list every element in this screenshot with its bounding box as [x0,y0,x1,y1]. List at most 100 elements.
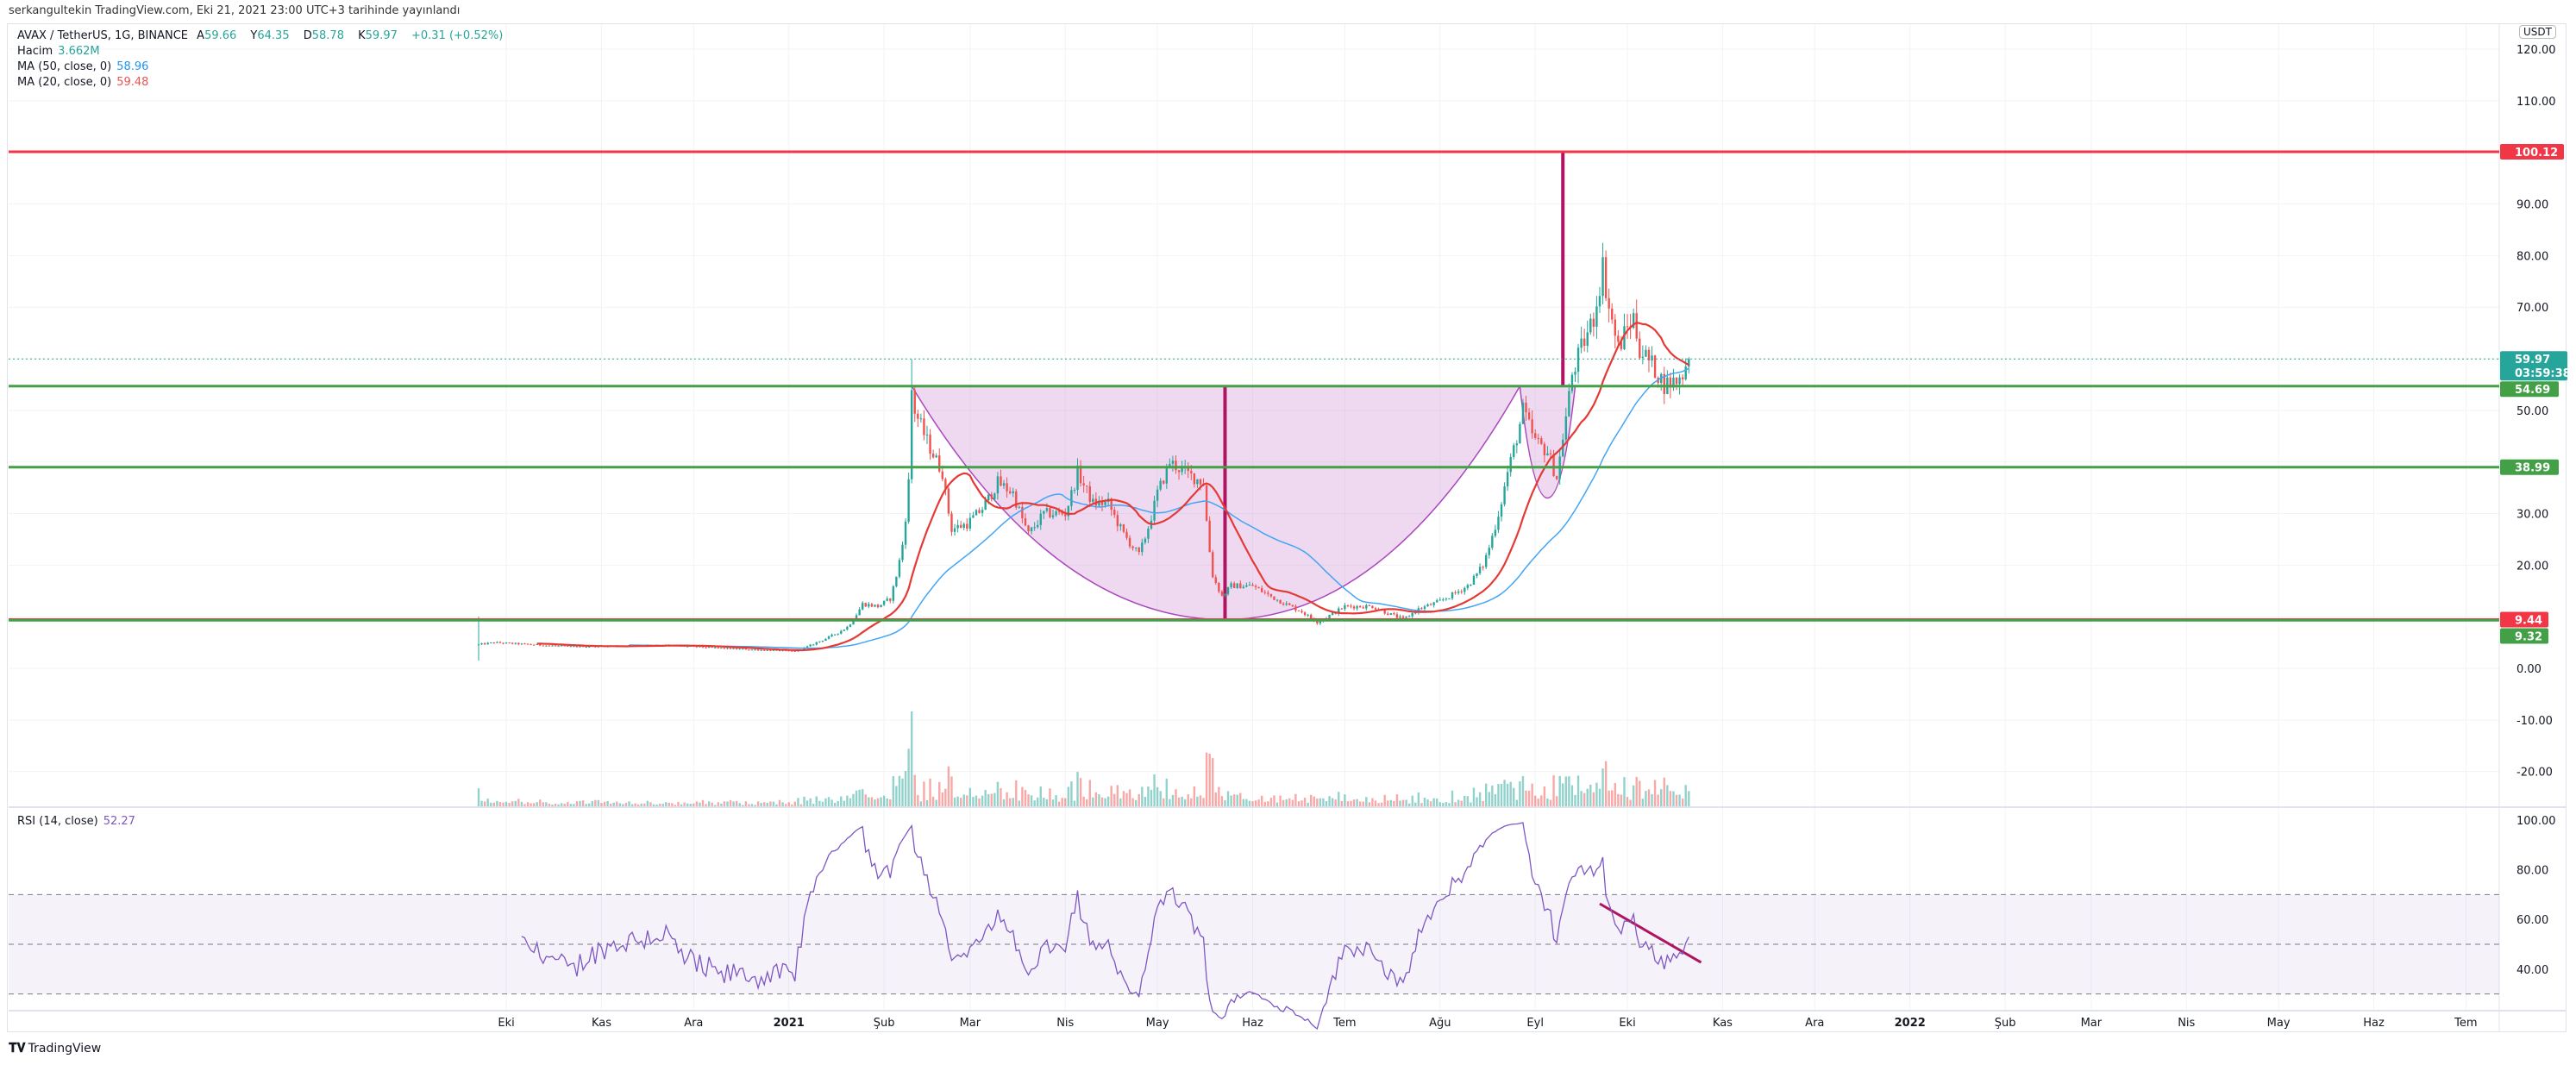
time-tick-label: Kas [1713,1017,1733,1030]
volume-bar [1371,798,1374,806]
candle-body [1454,592,1457,593]
ma50-line[interactable] [629,367,1689,649]
volume-bar [1134,799,1138,806]
volume-bar [1153,774,1156,806]
volume-bar [910,711,913,806]
candle-body [1303,612,1307,616]
volume-legend[interactable]: Hacim 3.662M [17,45,105,58]
volume-bar [1580,791,1583,806]
volume-bar [1601,768,1604,806]
candle-body [1212,552,1214,578]
time-tick-label: Kas [592,1017,611,1030]
volume-bar [1420,803,1423,806]
volume-bar [1344,794,1346,806]
candle-body [849,624,852,627]
volume-bar [972,797,975,806]
volume-bar [603,801,606,806]
volume-bar [849,798,852,806]
candle-body [1021,506,1024,519]
volume-value: 3.662M [58,45,100,58]
rsi-trendline[interactable] [1599,902,1702,964]
candle-body [1199,479,1202,485]
volume-bar [729,799,732,806]
volume-bar [1598,788,1601,806]
volume-bar [1405,799,1407,806]
volume-bar [1503,780,1506,806]
handle-shape[interactable] [1519,385,1576,499]
candle-body [935,455,937,458]
volume-bar [775,804,778,806]
candle-body [1463,587,1466,592]
candle-body [1688,359,1690,367]
candle-body [1049,508,1051,517]
candle-body [1521,402,1525,424]
volume-bar [701,799,705,806]
candle-body [784,650,787,652]
candle-body [1401,616,1405,618]
candle-body [901,544,904,561]
tradingview-logo[interactable]: 𝐓𝐕 TradingView [9,1040,101,1056]
ma20-label: MA (20, close, 0) [17,76,112,89]
candle-body [1647,349,1651,361]
candle-body [950,513,953,532]
candle-body [1113,510,1116,516]
candle-body [1519,423,1521,444]
candle-body [1110,498,1113,511]
rsi-legend[interactable]: RSI (14, close) 52.27 [17,815,141,828]
ma20-legend[interactable]: MA (20, close, 0) 59.48 [17,76,154,89]
volume-label: Hacim [17,45,53,58]
volume-bar [1470,802,1472,806]
volume-bar [1008,798,1012,806]
volume-bar [542,802,544,806]
candle-body [1267,592,1269,594]
ma20-line[interactable] [536,322,1689,652]
volume-bar [1356,799,1358,806]
candle-body [1344,605,1346,610]
symbol-name[interactable]: AVAX / TetherUS, 1G, BINANCE [17,29,189,42]
volume-bar [628,801,630,806]
volume-bar [1639,780,1641,806]
candle-body [480,643,483,645]
candle-body [1251,584,1254,586]
volume-bar [1012,798,1014,806]
candle-body [1478,567,1482,573]
volume-bar [569,804,573,806]
candle-body [1079,465,1082,484]
volume-bar [1583,792,1586,806]
candle-body [1653,355,1657,379]
candle-body [1420,608,1423,610]
currency-unit-button[interactable]: USDT [2519,25,2556,39]
volume-bar [1061,798,1063,806]
candle-body [1027,525,1030,532]
candle-body [868,604,870,607]
candle-body [1574,372,1576,375]
rsi-line[interactable] [521,822,1689,1031]
volume-bar [742,805,744,806]
candle-body [1193,473,1196,485]
candle-body [882,600,886,605]
volume-bar [1438,802,1441,806]
candle-body [1583,338,1586,346]
volume-bar [1002,799,1006,806]
candle-body [1285,603,1288,605]
ma50-legend[interactable]: MA (50, close, 0) 58.96 [17,60,154,73]
ma50-value: 58.96 [116,60,149,73]
volume-bar [490,802,492,806]
candle-body [1639,338,1641,358]
candle-body [815,642,818,645]
candle-body [1294,606,1297,611]
candle-body [1226,586,1230,594]
volume-bar [1641,799,1645,806]
candle-body [904,521,907,545]
candle-body [563,645,566,647]
candle-body [1159,480,1162,490]
volume-bar [812,804,815,806]
candle-body [1236,583,1238,588]
volume-bar [1199,795,1202,806]
candle-body [1562,439,1564,457]
candle-body [1371,605,1374,609]
candle-body [1291,605,1294,607]
candle-body [1076,465,1079,491]
candle-body [781,650,784,652]
